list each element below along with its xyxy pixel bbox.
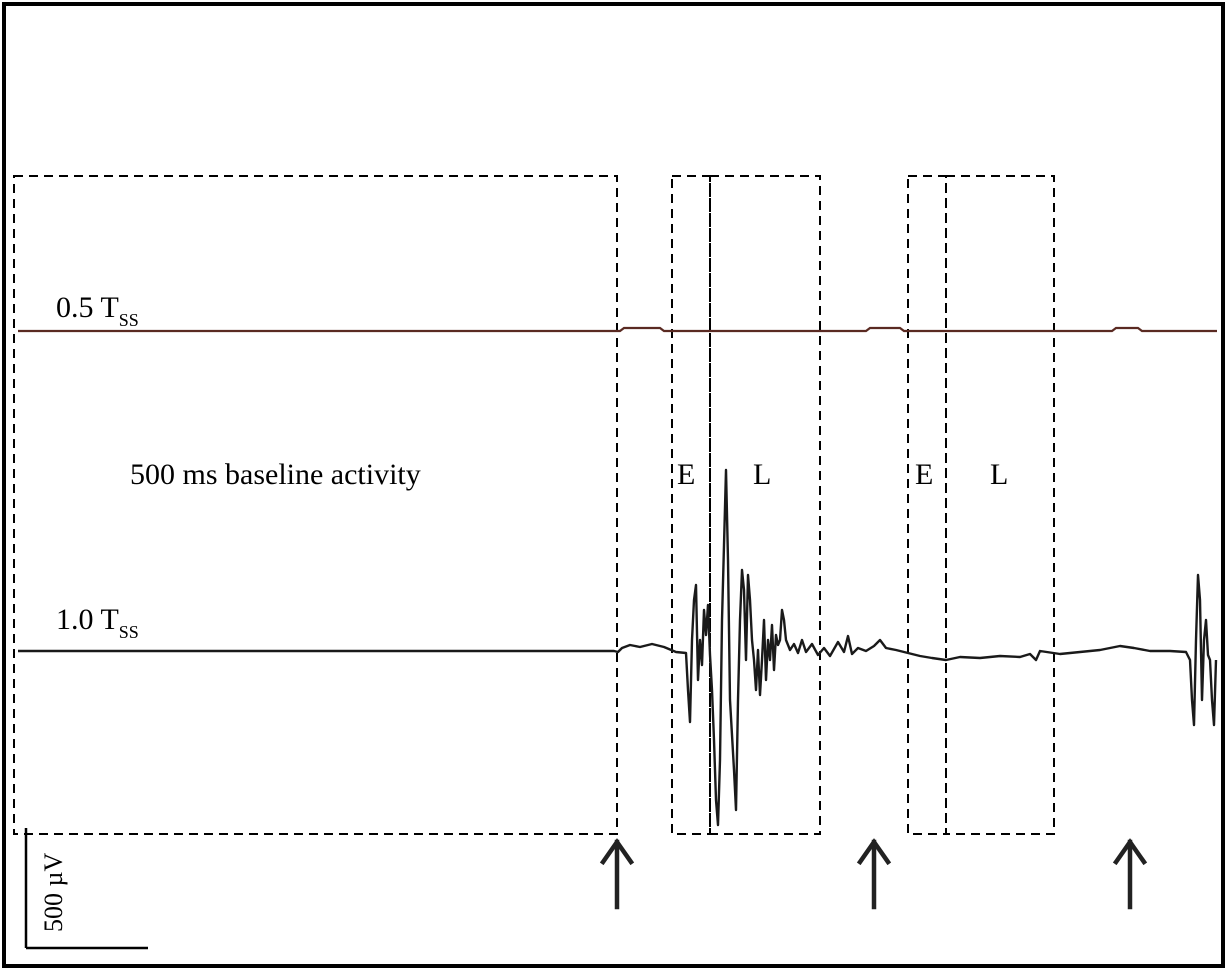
baseline-window	[13, 175, 618, 835]
stimulus-arrow-icon	[856, 838, 892, 910]
label-1.0-tss: 1.0 TSS	[56, 603, 139, 642]
stimulus-arrow-icon	[599, 838, 635, 910]
scale-bar	[24, 828, 148, 950]
label-late-2: L	[990, 458, 1008, 491]
scale-bar-label: 500 µV	[39, 853, 68, 932]
label-1.0-tss-main: 1.0 T	[56, 603, 119, 636]
label-1.0-tss-sub: SS	[119, 622, 139, 642]
trace-1.0-tss	[18, 468, 1218, 827]
late-window-1	[709, 175, 821, 835]
label-0.5-tss-main: 0.5 T	[56, 291, 119, 324]
label-0.5-tss-sub: SS	[119, 310, 139, 330]
label-baseline: 500 ms baseline activity	[130, 458, 421, 491]
late-window-2	[945, 175, 1055, 835]
early-window-2	[907, 175, 947, 835]
stimulus-arrow-icon	[1112, 838, 1148, 910]
label-early-2: E	[915, 458, 933, 491]
label-0.5-tss: 0.5 TSS	[56, 291, 139, 330]
label-late-1: L	[753, 458, 771, 491]
early-window-1	[671, 175, 711, 835]
trace-0.5-tss	[18, 326, 1217, 333]
label-early-1: E	[677, 458, 695, 491]
window-boxes	[13, 175, 1055, 835]
